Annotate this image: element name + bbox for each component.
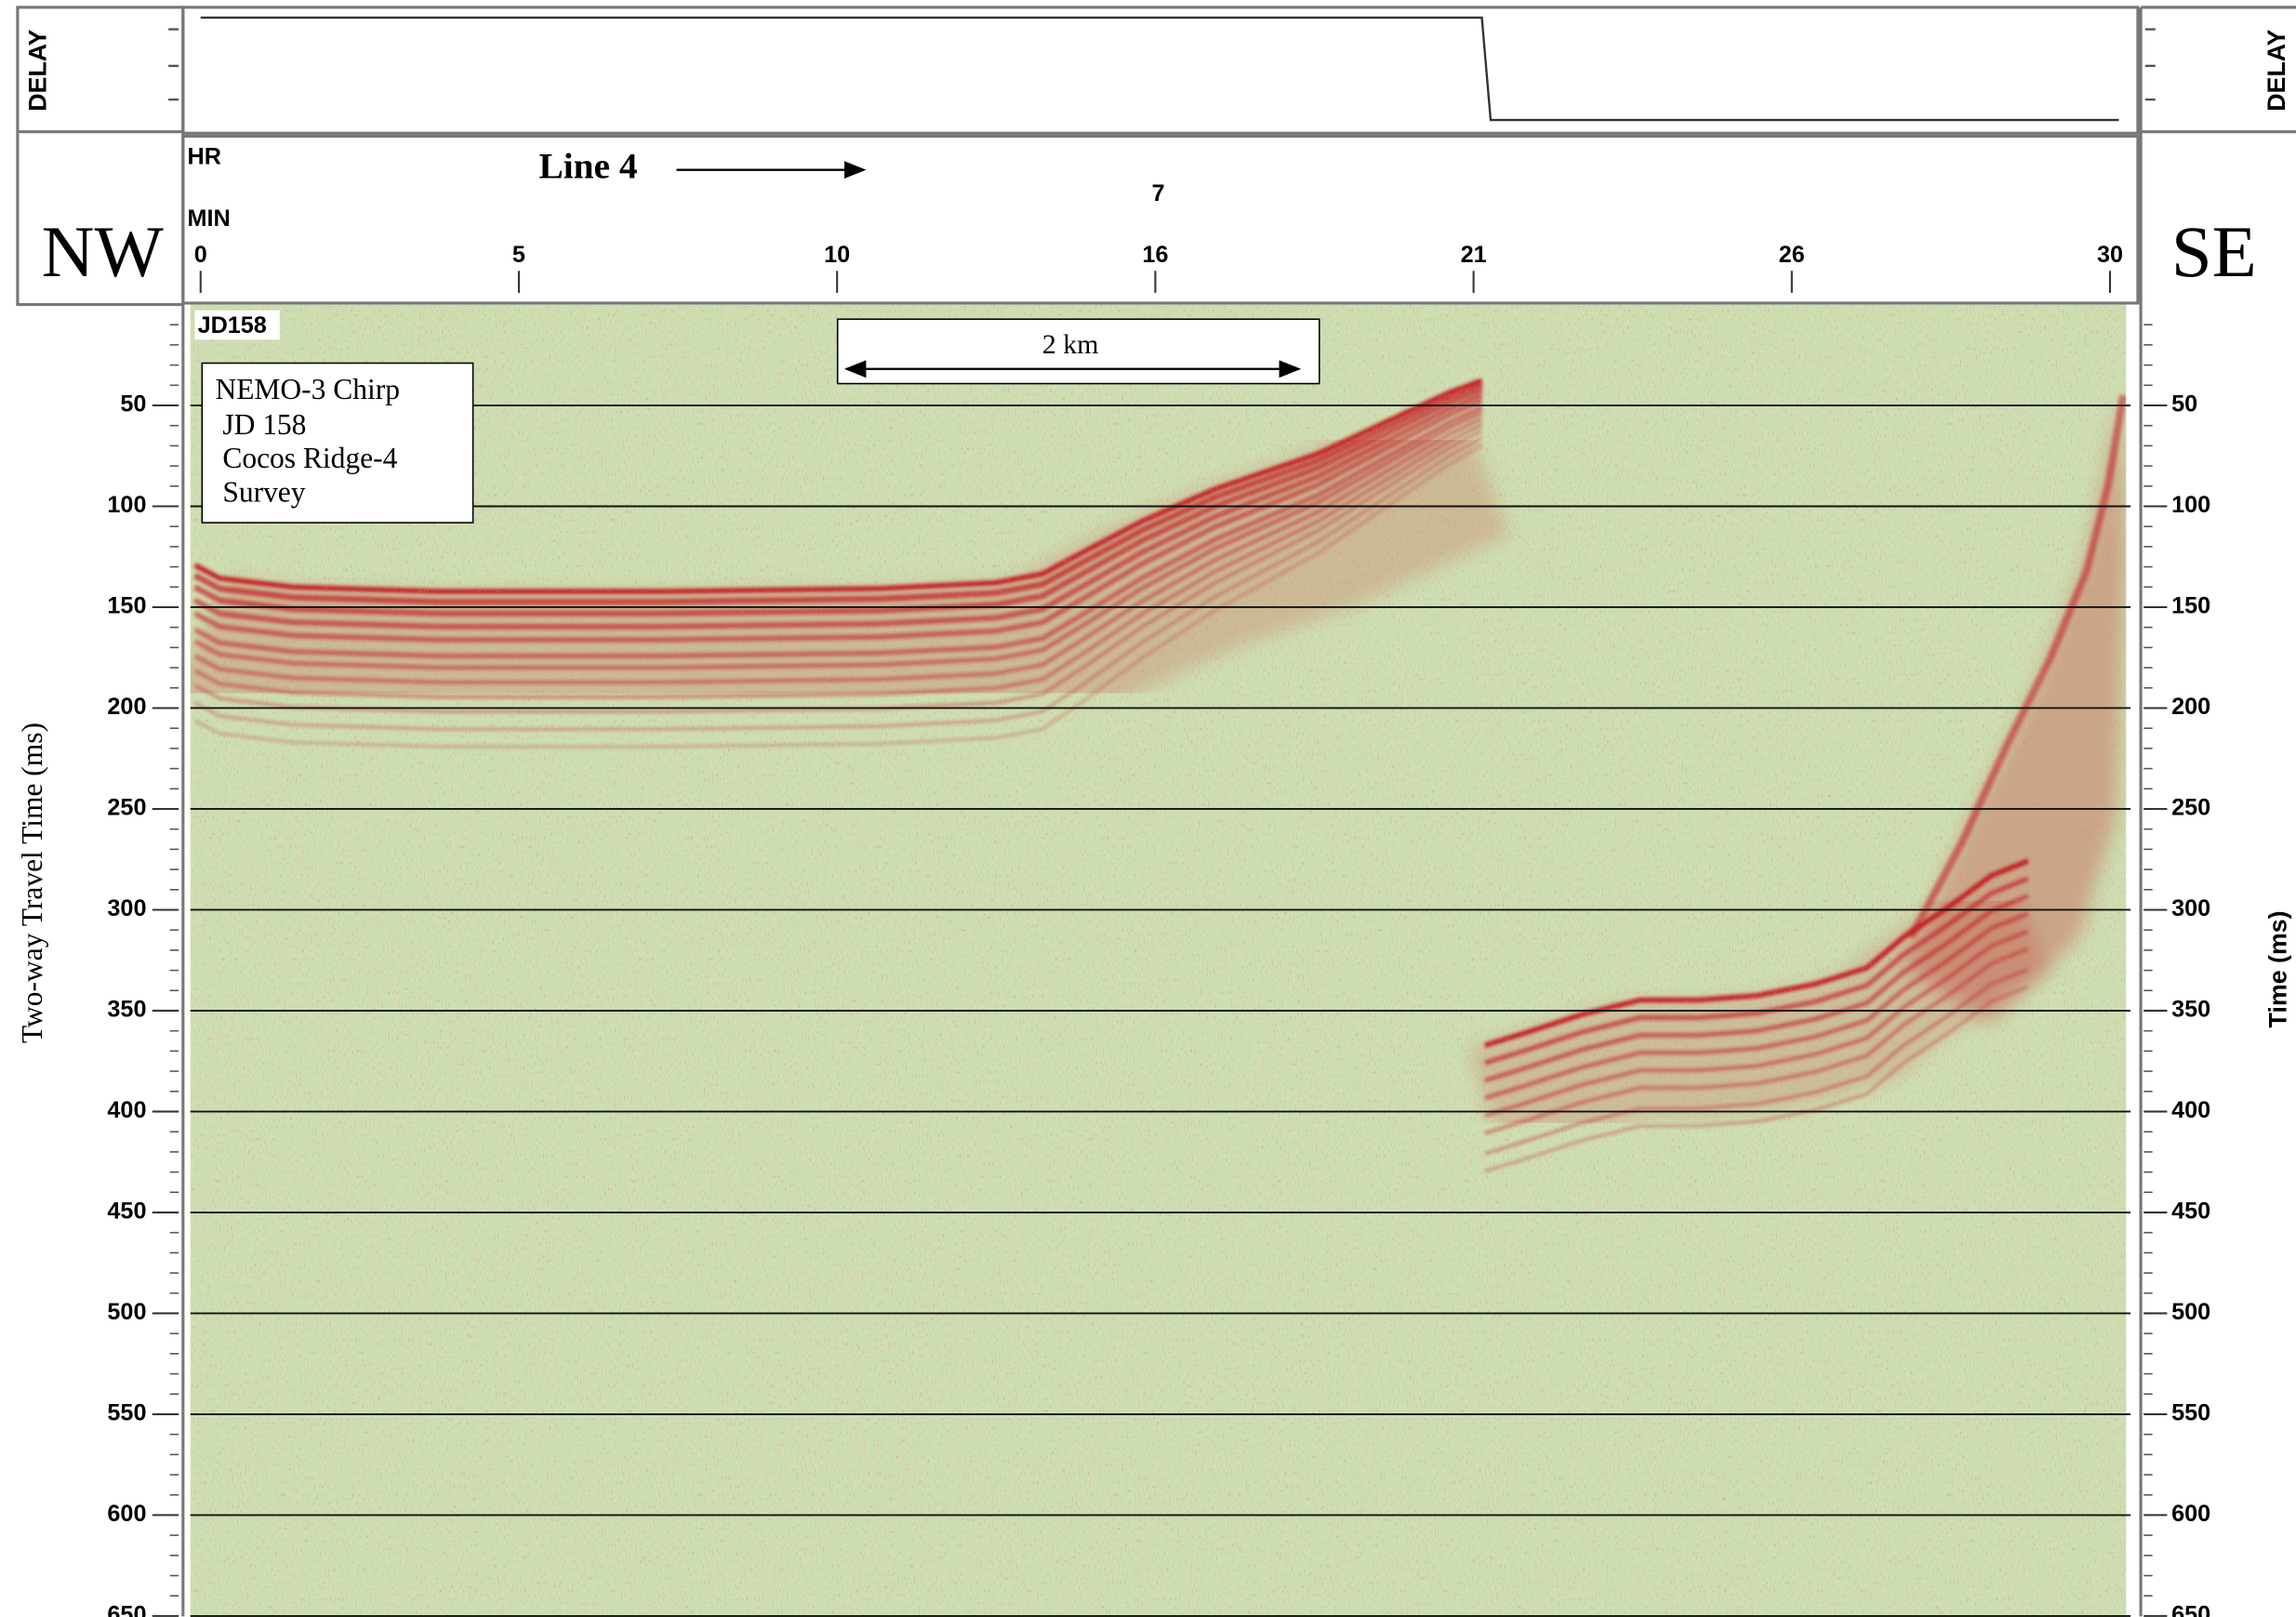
y-tick-label: 600	[107, 1501, 146, 1527]
axes: 5010015020025030035040045050055060065050…	[107, 242, 2210, 1617]
delay-label: DELAY	[2263, 29, 2290, 111]
y2-tick-label: 400	[2171, 1097, 2210, 1123]
y-tick-label: 650	[107, 1602, 146, 1617]
y-tick-label: 50	[120, 391, 146, 418]
y2-tick-label: 500	[2171, 1299, 2210, 1325]
legend-line: Cocos Ridge-4	[222, 442, 397, 474]
noise	[190, 304, 2127, 1617]
y2-tick-label: 100	[2171, 492, 2210, 518]
y2-tick-label: 600	[2171, 1501, 2210, 1527]
x-tick-label: 30	[2097, 242, 2123, 268]
y2-tick-label: 350	[2171, 997, 2210, 1023]
legend-line: JD 158	[222, 408, 306, 441]
minute-axis-name: MIN	[188, 205, 231, 232]
x-tick-label: 21	[1461, 242, 1487, 268]
y-tick-label: 500	[107, 1299, 146, 1325]
y2-tick-label: 650	[2171, 1602, 2210, 1617]
x-tick-label: 26	[1779, 242, 1805, 268]
y-tick-label: 450	[107, 1199, 146, 1225]
scale-label: 2 km	[1042, 329, 1099, 360]
y-tick-label: 150	[107, 593, 146, 619]
record-id: JD158	[198, 312, 267, 338]
delay-label: DELAY	[24, 29, 52, 111]
direction-label: NW	[42, 212, 165, 293]
frames	[16, 6, 2296, 1617]
y-tick-label: 400	[107, 1097, 146, 1123]
x-tick-label: 16	[1142, 242, 1168, 268]
y2-tick-label: 50	[2171, 391, 2197, 418]
y-tick-label: 300	[107, 895, 146, 921]
x-tick-label: 0	[194, 242, 207, 268]
hour-axis-name: HR	[188, 144, 221, 170]
y-axis-title: Two-way Travel Time (ms)	[16, 722, 48, 1043]
y-tick-label: 100	[107, 492, 146, 518]
x-tick-label: 5	[512, 242, 525, 268]
record-id-bg	[194, 310, 280, 340]
y2-tick-label: 200	[2171, 694, 2210, 720]
legend-box	[201, 362, 474, 524]
y2-tick-label: 550	[2171, 1400, 2210, 1426]
legend-line: NEMO-3 Chirp	[215, 373, 400, 405]
legend-line: Survey	[222, 475, 305, 508]
y2-tick-label: 300	[2171, 895, 2210, 921]
y-tick-label: 200	[107, 694, 146, 720]
direction-label: SE	[2171, 212, 2257, 293]
y2-tick-label: 250	[2171, 795, 2210, 821]
delay-ticks	[168, 28, 2156, 101]
delay-trace	[200, 16, 2119, 122]
y-tick-label: 350	[107, 997, 146, 1023]
grid	[190, 404, 2131, 1617]
x-tick-label: 10	[824, 242, 850, 268]
line-label: Line 4	[538, 146, 637, 187]
hour-value: 7	[1152, 180, 1165, 206]
y2-tick-label: 150	[2171, 593, 2210, 619]
y2-axis-title: Time (ms)	[2264, 910, 2292, 1027]
y2-tick-label: 450	[2171, 1199, 2210, 1225]
y-tick-label: 550	[107, 1400, 146, 1426]
y-tick-label: 250	[107, 795, 146, 821]
